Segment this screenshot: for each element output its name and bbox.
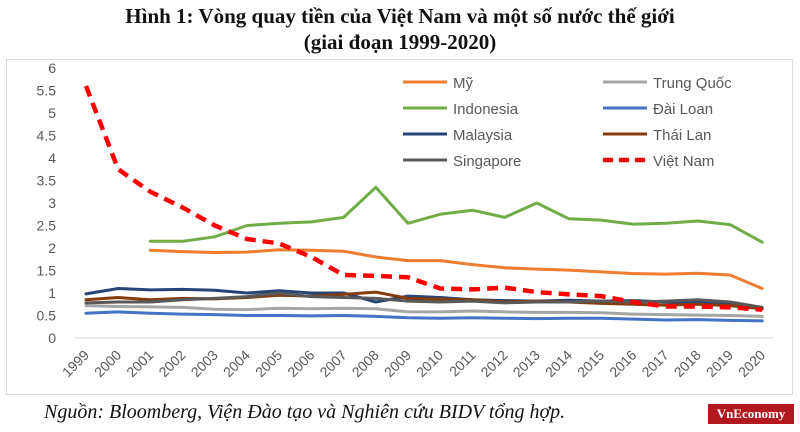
series-line xyxy=(84,291,764,309)
series-line xyxy=(148,185,764,244)
x-tick-label: 2020 xyxy=(735,347,768,380)
y-tick-label: 4 xyxy=(48,150,56,166)
y-tick-label: 1.5 xyxy=(37,263,57,279)
x-tick-label: 2015 xyxy=(574,347,607,380)
legend-label: Trung Quốc xyxy=(653,75,732,92)
y-tick-label: 3 xyxy=(48,195,56,211)
x-tick-label: 2005 xyxy=(252,347,285,380)
chart-title-line2: (giai đoạn 1999-2020) xyxy=(303,30,497,54)
legend-label: Singapore xyxy=(453,153,521,170)
x-tick-label: 2013 xyxy=(510,347,543,380)
y-tick-label: 1 xyxy=(48,285,56,301)
y-tick-label: 2 xyxy=(48,240,56,256)
legend-label: Indonesia xyxy=(453,101,519,118)
x-tick-label: 2000 xyxy=(91,347,124,380)
y-tick-label: 0 xyxy=(48,330,56,346)
x-tick-label: 2018 xyxy=(671,347,704,380)
y-tick-label: 6 xyxy=(48,60,56,76)
series-line xyxy=(84,304,764,318)
x-tick-label: 2014 xyxy=(542,347,575,380)
y-tick-label: 5.5 xyxy=(37,83,57,99)
y-tick-label: 5 xyxy=(48,105,56,121)
legend-label: Việt Nam xyxy=(653,153,714,170)
x-tick-label: 2001 xyxy=(123,347,156,380)
legend-label: Malaysia xyxy=(453,127,513,144)
x-tick-label: 2002 xyxy=(155,347,188,380)
legend-label: Đài Loan xyxy=(653,101,713,118)
y-tick-label: 3.5 xyxy=(37,173,57,189)
x-tick-label: 2016 xyxy=(606,347,639,380)
x-tick-label: 2004 xyxy=(220,347,253,380)
y-tick-label: 2.5 xyxy=(37,218,57,234)
legend-label: Thái Lan xyxy=(653,127,711,144)
source-note: Nguồn: Bloomberg, Viện Đào tạo và Nghiên… xyxy=(44,401,566,423)
series-line xyxy=(84,310,764,323)
x-tick-label: 2019 xyxy=(703,347,736,380)
y-tick-label: 0.5 xyxy=(37,308,57,324)
series-line xyxy=(148,248,764,290)
brand-logo: VnEconomy xyxy=(708,404,794,424)
x-tick-label: 2003 xyxy=(188,347,221,380)
chart-frame xyxy=(6,59,793,395)
x-tick-label: 2006 xyxy=(284,347,317,380)
x-tick-label: 1999 xyxy=(59,347,92,380)
y-tick-label: 4.5 xyxy=(37,128,57,144)
chart-title-line1: Hình 1: Vòng quay tiền của Việt Nam và m… xyxy=(125,4,675,28)
x-tick-label: 2008 xyxy=(349,347,382,380)
legend-label: Mỹ xyxy=(453,75,473,92)
x-tick-label: 2009 xyxy=(381,347,414,380)
x-tick-label: 2010 xyxy=(413,347,446,380)
x-tick-label: 2012 xyxy=(477,347,510,380)
x-tick-label: 2007 xyxy=(316,347,349,380)
x-tick-label: 2017 xyxy=(638,347,671,380)
x-tick-label: 2011 xyxy=(446,347,479,380)
series-line xyxy=(83,85,763,312)
